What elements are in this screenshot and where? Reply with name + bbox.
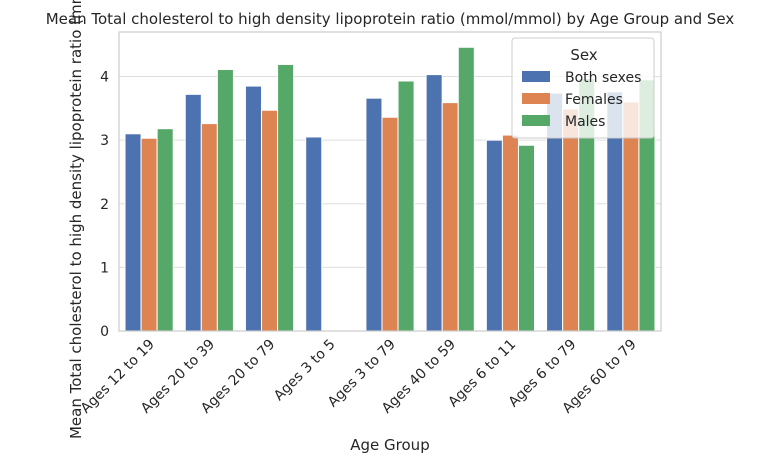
bar-males xyxy=(457,46,475,332)
y-tick-label: 1 xyxy=(100,260,109,276)
bar-males xyxy=(216,69,234,332)
bar-females xyxy=(200,123,218,332)
bar-both-sexes xyxy=(365,97,383,332)
chart-title: Mean Total cholesterol to high density l… xyxy=(46,10,735,28)
legend-swatch xyxy=(522,93,550,104)
y-tick-label: 3 xyxy=(100,133,109,149)
legend-box xyxy=(511,37,655,139)
legend-items: Both sexes Females Males xyxy=(522,70,641,130)
legend-label: Both sexes xyxy=(565,70,641,86)
y-tick-label: 0 xyxy=(100,324,109,340)
bar-both-sexes xyxy=(184,93,202,332)
bar-both-sexes xyxy=(485,139,503,332)
plot-frame xyxy=(118,31,662,332)
bar-females xyxy=(140,137,158,332)
legend-label: Males xyxy=(565,114,605,130)
bar-males xyxy=(517,144,536,332)
bar-females xyxy=(501,134,519,332)
bar-both-sexes xyxy=(124,133,142,332)
bar-males xyxy=(156,128,174,332)
bar-females xyxy=(261,109,279,332)
bar-females xyxy=(441,102,459,332)
legend-swatch xyxy=(522,71,550,82)
legend-label: Females xyxy=(565,92,623,108)
bar-both-sexes xyxy=(425,74,443,332)
x-tick-label: Ages 3 to 5 xyxy=(271,337,339,405)
x-axis-title: Age Group xyxy=(350,436,429,454)
legend-swatch xyxy=(522,115,550,126)
y-tick-labels: 0 1 2 3 4 xyxy=(100,70,109,340)
bar-females xyxy=(381,116,399,332)
y-axis-title: Mean Total cholesterol to high density l… xyxy=(67,0,85,439)
y-tick-label: 4 xyxy=(100,70,109,86)
legend: Sex Both sexes Females Males xyxy=(511,37,655,139)
bar-males xyxy=(397,80,415,332)
bar-males xyxy=(277,63,295,332)
bar-both-sexes xyxy=(244,85,263,332)
bar-females xyxy=(562,108,580,332)
bar-both-sexes xyxy=(305,136,323,332)
legend-title: Sex xyxy=(570,46,597,64)
y-tick-label: 2 xyxy=(100,197,109,213)
